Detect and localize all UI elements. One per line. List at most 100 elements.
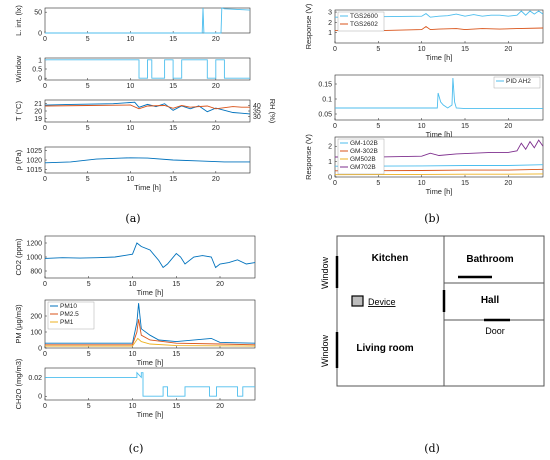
y-tick-label-c2-0: 0 [38, 346, 42, 353]
legend-label-c2-0: PM10 [60, 303, 77, 310]
x-tick-label-a2-0: 0 [43, 83, 47, 90]
y-axis-label-c2: PM (µg/m3) [14, 304, 23, 344]
x-tick-label-a1-1: 5 [86, 36, 90, 43]
x-tick-label-b1-1: 5 [376, 46, 380, 53]
plot-area-c1 [44, 235, 256, 279]
y-tick-label-c2-1: 100 [30, 330, 42, 337]
apartment-outline [336, 235, 545, 387]
y-tick-label-b2-2: 0.15 [318, 82, 332, 89]
y-tick-label-b3-0: 0 [328, 175, 332, 182]
x-tick-label-b3-4: 20 [504, 180, 512, 187]
x-tick-label-b1-0: 0 [333, 46, 337, 53]
chart-a2: 0 5 10 15 20 0 0.5 1 Window [14, 55, 251, 90]
y-tick-label-c1-0: 800 [30, 269, 42, 276]
plot-area-c3 [44, 367, 256, 401]
x-tick-label-a4-3: 15 [169, 176, 177, 183]
x-tick-label-c1-0: 0 [43, 281, 47, 288]
legend-label-c2-1: PM2.5 [60, 311, 79, 318]
x-tick-label-b3-1: 5 [376, 180, 380, 187]
room-kitchen: Kitchen [372, 253, 409, 264]
y-tick-label-c3-0: 0 [38, 394, 42, 401]
legend-box-b2 [493, 76, 541, 89]
x-tick-label-b1-3: 15 [461, 46, 469, 53]
series-b2-0 [335, 77, 543, 110]
y-tick-label-a3-1: 20 [34, 109, 42, 116]
x-tick-label-a2-2: 10 [127, 83, 135, 90]
legend-label-b1-1: TGS2602 [350, 21, 378, 28]
series-a4-0 [44, 157, 250, 164]
x-tick-label-b1-4: 20 [504, 46, 512, 53]
y-axis-label-a3: T (°C) [14, 101, 23, 121]
x-tick-label-c3-4: 20 [216, 403, 224, 410]
x-tick-label-a3-2: 10 [127, 125, 135, 132]
series-c3-0 [45, 371, 255, 397]
x-tick-label-c3-0: 0 [43, 403, 47, 410]
y-tick-label-a2-2: 1 [38, 57, 42, 64]
x-axis-label-b1: Time [h] [426, 53, 453, 62]
x-axis-label-a4: Time [h] [134, 183, 161, 192]
series-c2-0 [45, 303, 256, 344]
x-tick-label-a4-4: 20 [212, 176, 220, 183]
y-tick-label-c1-2: 1200 [26, 241, 42, 248]
x-tick-label-b3-2: 10 [418, 180, 426, 187]
y-tick-label-b3-1: 1 [328, 159, 332, 166]
window-label-top: Window [320, 256, 330, 289]
series-b1-1 [335, 25, 544, 32]
x-axis-label-c3: Time [h] [137, 410, 164, 419]
y-tick-label-a3-2: 21 [34, 101, 42, 108]
y-tick-label-a2-0: 0 [38, 76, 42, 83]
x-tick-label-c3-1: 5 [87, 403, 91, 410]
device-label: Device [368, 297, 396, 307]
y-tick-label-c3-1: 0.02 [28, 375, 42, 382]
legend-label-b3-0: GM-102B [350, 140, 378, 147]
x-tick-label-b2-2: 10 [418, 123, 426, 130]
x-tick-label-a4-1: 5 [86, 176, 90, 183]
x-tick-label-a1-3: 15 [169, 36, 177, 43]
series-b3-2 [334, 173, 544, 176]
y-axis-label-a1: L. int. (lx) [14, 5, 23, 36]
y-tick-label-a1-1: 50 [34, 10, 42, 17]
series-c1-0 [44, 242, 256, 269]
x-tick-label-c1-2: 10 [129, 281, 137, 288]
series-b3-3 [335, 139, 544, 158]
y-tick-label-b2-1: 0.1 [322, 97, 332, 104]
chart-c3: 0 5 10 15 20 0 0.02 Time [h] CH2O (mg/m3) [14, 358, 256, 419]
legend-label-b3-2: GM502B [350, 156, 376, 163]
series-c2-2 [45, 337, 256, 347]
x-tick-label-a3-0: 0 [43, 125, 47, 132]
y-axis-label-c1: CO2 (ppm) [14, 238, 23, 276]
y-axis-label-a4: p (Pa) [14, 149, 23, 170]
x-tick-label-c1-3: 15 [172, 281, 180, 288]
series-c2-1 [45, 319, 256, 346]
x-tick-label-b2-1: 5 [376, 123, 380, 130]
room-bathroom: Bathroom [466, 254, 513, 265]
x-axis-label-b2: Time [h] [426, 130, 453, 139]
x-tick-label-c1-4: 20 [216, 281, 224, 288]
x-tick-label-a4-2: 10 [127, 176, 135, 183]
x-tick-label-a3-4: 20 [212, 125, 220, 132]
y2-tick-label-a3-2: 40 [253, 103, 261, 110]
y2-tick-label-a3-0: 30 [253, 114, 261, 121]
y-axis-label-a2: Window [14, 55, 23, 82]
y-tick-label-b3-2: 2 [328, 144, 332, 151]
y-tick-label-c1-1: 1000 [26, 255, 42, 262]
y-tick-label-a4-1: 1020 [26, 158, 42, 165]
y-axis-label-b1: Response (V) [304, 3, 313, 49]
x-tick-label-b2-4: 20 [504, 123, 512, 130]
device-icon [351, 295, 364, 307]
floor-plan: Kitchen Bathroom Hall Living room Device… [320, 235, 545, 387]
x-tick-label-a1-4: 20 [212, 36, 220, 43]
y-tick-label-b1-1: 2 [328, 20, 332, 27]
window-label-bottom: Window [320, 334, 330, 367]
plot-area-a4 [44, 146, 251, 174]
x-tick-label-c2-4: 20 [216, 351, 224, 358]
panel-label-c: (c) [129, 442, 144, 455]
legend-label-c2-2: PM1 [60, 319, 74, 326]
series-b1-0 [334, 10, 544, 18]
